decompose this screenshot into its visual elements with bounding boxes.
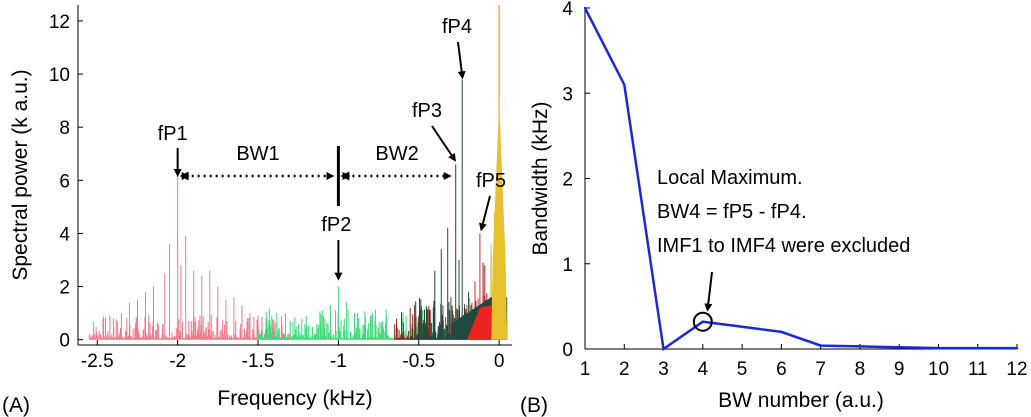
panel-b-label: (B) xyxy=(520,394,548,417)
x-axis-label: BW number (a.u.) xyxy=(718,389,884,412)
annotation-line-2: IMF1 to IMF4 were excluded xyxy=(657,235,910,257)
band-label-1: BW2 xyxy=(375,143,418,165)
x-tick-label: -1.5 xyxy=(242,351,275,372)
spectrum-base-yellow xyxy=(491,100,508,340)
panel-a: -2.5 -2 -1.5 -1 -0.5 0 0 2 4 6 8 10 12 Frequency (kHz… xyxy=(9,5,512,410)
band-arrowhead-left-0 xyxy=(179,171,189,181)
peak-label-fp5: fP5 xyxy=(476,170,506,192)
bandwidth-point xyxy=(858,345,862,348)
annotation-line-1: BW4 = fP5 - fP4. xyxy=(657,201,807,223)
x-tick-label: 2 xyxy=(619,359,630,380)
x-tick-label: -2.5 xyxy=(81,351,114,372)
y-tick-label: 0 xyxy=(59,331,70,352)
x-tick-label: 6 xyxy=(776,359,787,380)
spectrum-series-1 xyxy=(257,286,435,340)
x-tick-label: 10 xyxy=(928,359,949,380)
y-axis-label: Bandwidth (kHz) xyxy=(529,101,552,255)
x-tick-label: -1 xyxy=(330,351,347,372)
panel-a-label: (A) xyxy=(2,394,30,417)
band-label-0: BW1 xyxy=(236,143,279,165)
x-tick-label: 9 xyxy=(894,359,905,380)
y-tick-label: 0 xyxy=(562,340,573,361)
bandwidth-point xyxy=(701,320,705,323)
y-tick-label: 12 xyxy=(49,12,70,33)
spectrum-lines xyxy=(88,175,291,340)
y-axis-label: Spectral power (k a.u.) xyxy=(9,69,32,280)
bandwidth-point xyxy=(976,346,979,350)
peak-label-fp3: fP3 xyxy=(412,100,442,122)
annotation-line-0: Local Maximum. xyxy=(657,167,803,189)
bandwidth-point xyxy=(819,344,822,347)
x-tick-label: 12 xyxy=(1006,359,1027,380)
bandwidth-point xyxy=(623,83,626,86)
peak-arrow-fp3 xyxy=(431,125,456,162)
spectrum-series-0 xyxy=(88,175,291,340)
x-tick-label: 4 xyxy=(698,359,709,380)
spectrum-base-red xyxy=(466,305,492,340)
y-tick-label: 6 xyxy=(59,171,70,192)
bandwidth-point xyxy=(662,347,665,351)
x-tick-label: 0 xyxy=(494,351,505,372)
y-tick-label: 10 xyxy=(49,65,70,86)
y-tick-label: 8 xyxy=(59,118,70,139)
peak-label-fp4: fP4 xyxy=(442,16,472,38)
band-arrowhead-left-1 xyxy=(340,171,350,181)
peak-label-fp1: fP1 xyxy=(158,123,188,145)
spectrum-lines xyxy=(257,286,435,340)
y-tick-label: 2 xyxy=(59,278,70,299)
x-tick-label: 5 xyxy=(737,359,748,380)
bandwidth-point xyxy=(1015,346,1019,350)
spectrum-base xyxy=(450,100,508,340)
bandwidth-point xyxy=(740,325,744,329)
y-tick-label: 2 xyxy=(562,170,573,191)
bandwidth-point xyxy=(937,346,940,350)
x-tick-label: 8 xyxy=(855,359,866,380)
bandwidth-line xyxy=(583,7,1017,352)
x-tick-label: 1 xyxy=(580,359,591,380)
bandwidth-point xyxy=(583,6,587,10)
y-tick-label: 4 xyxy=(59,224,70,245)
local-max-arrow xyxy=(704,271,713,312)
x-tick-label: -0.5 xyxy=(402,351,435,372)
bandwidth-point xyxy=(780,330,783,334)
x-tick-label: 7 xyxy=(815,359,826,380)
y-tick-label: 1 xyxy=(562,255,573,276)
peak-arrow-fp4 xyxy=(457,41,466,80)
x-axis-label: Frequency (kHz) xyxy=(217,387,372,410)
peak-arrow-fp5 xyxy=(478,195,491,232)
x-tick-label: -2 xyxy=(169,351,186,372)
bandwidth-point xyxy=(897,346,901,349)
x-tick-label: 3 xyxy=(658,359,669,380)
local-max-marker xyxy=(692,311,713,332)
x-tick-label: 11 xyxy=(968,359,988,380)
y-tick-label: 4 xyxy=(562,0,573,20)
y-tick-label: 3 xyxy=(562,84,573,105)
peak-label-fp2: fP2 xyxy=(321,214,351,236)
